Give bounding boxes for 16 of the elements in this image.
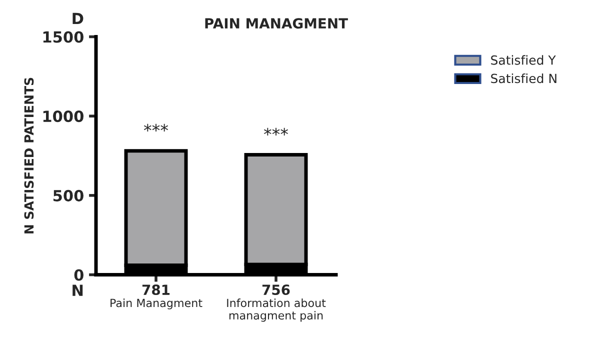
annotation: *** — [264, 128, 288, 136]
x-tick-label: Information about managment pain — [227, 298, 326, 322]
y-tick-label: 500 — [53, 190, 84, 202]
total-label: 781 — [142, 284, 170, 296]
text: D — [72, 12, 84, 24]
annotation: *** — [144, 124, 168, 132]
y-tick-label: 1500 — [43, 31, 84, 43]
total-label: 756 — [262, 284, 290, 296]
text: N — [72, 284, 83, 296]
y-tick-label: 1000 — [43, 110, 84, 122]
x-tick-label: Pain Managment — [110, 298, 202, 310]
y-axis-title: N SATISFIED PATIENTS — [24, 78, 34, 234]
y-tick-label: 0 — [74, 269, 84, 281]
chart-title: PAIN MANAGMENT — [205, 18, 348, 29]
legend-label: Satisfied N — [491, 73, 556, 84]
legend-label: Satisfied Y — [491, 55, 556, 65]
